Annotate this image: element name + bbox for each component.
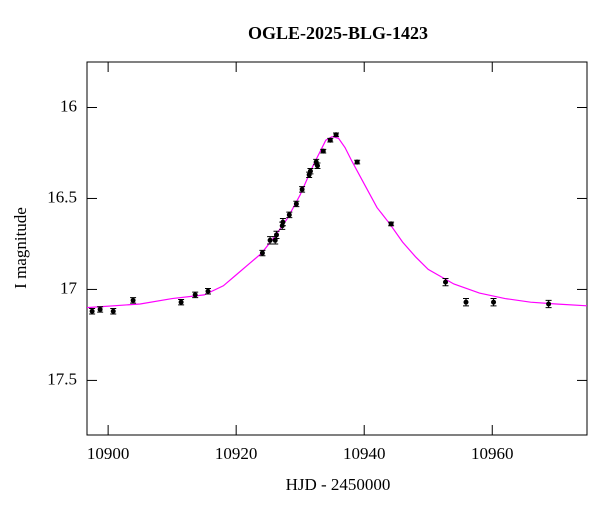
data-point bbox=[272, 237, 278, 243]
data-point bbox=[286, 212, 292, 218]
data-point bbox=[443, 279, 449, 285]
plot-frame bbox=[86, 61, 588, 436]
x-tick-label: 10960 bbox=[471, 444, 514, 463]
x-tick-label: 10920 bbox=[215, 444, 258, 463]
y-tick-label: 16.5 bbox=[47, 187, 77, 206]
x-tick-label: 10900 bbox=[87, 444, 130, 463]
data-point bbox=[89, 308, 95, 314]
data-point bbox=[192, 292, 198, 298]
model-curve bbox=[86, 135, 588, 309]
data-point bbox=[97, 306, 103, 312]
data-point bbox=[205, 288, 211, 294]
y-axis-label: I magnitude bbox=[11, 207, 30, 289]
data-point bbox=[388, 221, 394, 227]
data-point bbox=[293, 201, 299, 207]
y-tick-label: 17 bbox=[60, 278, 78, 297]
data-point bbox=[320, 148, 326, 154]
data-point bbox=[546, 301, 552, 307]
y-tick-label: 17.5 bbox=[47, 369, 77, 388]
data-point bbox=[307, 168, 313, 174]
y-tick-label: 16 bbox=[60, 96, 77, 115]
data-point bbox=[491, 299, 497, 305]
data-point bbox=[280, 219, 286, 225]
data-point bbox=[130, 297, 136, 303]
data-point bbox=[463, 299, 469, 305]
data-point bbox=[327, 137, 333, 143]
data-point bbox=[299, 186, 305, 192]
data-point bbox=[314, 163, 320, 169]
data-point bbox=[267, 237, 273, 243]
data-point bbox=[178, 299, 184, 305]
data-point bbox=[333, 132, 339, 138]
x-axis-label: HJD - 2450000 bbox=[286, 475, 391, 494]
data-point bbox=[274, 232, 280, 238]
x-tick-label: 10940 bbox=[343, 444, 386, 463]
data-point bbox=[354, 159, 360, 165]
chart-title: OGLE-2025-BLG-1423 bbox=[248, 23, 428, 43]
data-point bbox=[259, 250, 265, 256]
data-point bbox=[110, 308, 116, 314]
